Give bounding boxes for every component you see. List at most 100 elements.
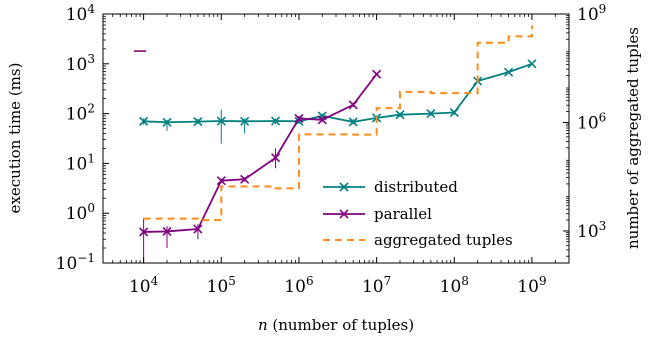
marker-stroke: [503, 67, 514, 77]
x-tick-label-exp: 4: [151, 274, 159, 288]
marker-stroke: [193, 117, 203, 127]
y-left-tick-label: 102: [66, 102, 95, 125]
series-line-parallel: [143, 73, 378, 233]
data-point: [426, 109, 436, 119]
data-point: [139, 116, 149, 126]
plot-frame: [102, 13, 570, 264]
y-left-tick-label-exp: 3: [87, 52, 95, 66]
marker-stroke: [270, 153, 281, 163]
y-left-tick-label-base: 10: [56, 254, 78, 274]
y-right-tick-label: 106: [577, 110, 606, 133]
marker-stroke: [162, 226, 172, 237]
marker-stroke: [270, 116, 281, 126]
y-right-tick-label-exp: 6: [599, 110, 607, 124]
marker-stroke: [426, 109, 436, 119]
y-left-tick-label-exp: 4: [87, 2, 95, 16]
legend-entry-label: distributed: [374, 178, 458, 196]
x-tick-label: 104: [129, 274, 159, 297]
marker-stroke: [449, 107, 459, 118]
x-tick-label-base: 10: [440, 277, 462, 297]
data-point: [240, 174, 250, 184]
x-tick-label-base: 10: [207, 277, 229, 297]
marker-stroke: [216, 176, 226, 186]
data-point: [348, 100, 358, 110]
marker-stroke: [162, 117, 172, 127]
legend: distributed parallel aggregated tuples: [314, 170, 560, 254]
data-point: [270, 116, 281, 126]
legend-box: [314, 170, 560, 254]
data-point: [216, 116, 226, 126]
y-right-tick-label: 103: [577, 219, 606, 242]
data-point: [348, 117, 358, 127]
x-tick-label: 105: [207, 274, 236, 297]
series-line-aggregated-tuples: [143, 25, 533, 222]
x-tick-label-exp: 9: [539, 274, 547, 288]
x-axis-label: n (number of tuples): [258, 316, 414, 334]
legend-marker: [339, 182, 349, 192]
x-tick-label: 109: [517, 274, 546, 297]
x-axis-label-variable: n: [258, 316, 268, 334]
data-point: [193, 224, 203, 234]
legend-entry-label: aggregated tuples: [374, 231, 513, 249]
y-left-tick-label-base: 10: [66, 105, 88, 125]
y-left-tick-label-base: 10: [66, 154, 88, 174]
data-point: [317, 115, 327, 125]
data-point: [216, 176, 226, 186]
marker-stroke: [240, 174, 250, 184]
data-point: [294, 113, 304, 123]
y-left-tick-label-base: 10: [66, 5, 88, 25]
x-tick-label-exp: 6: [306, 274, 314, 288]
data-point: [449, 107, 459, 118]
data-point: [193, 117, 203, 127]
y-right-tick-label: 109: [577, 2, 606, 25]
y-left-tick-label: 101: [66, 151, 95, 174]
marker-stroke: [317, 115, 327, 125]
y-right-tick-label-base: 10: [577, 5, 599, 25]
marker-stroke: [395, 110, 405, 120]
marker-stroke: [139, 116, 149, 126]
x-tick-label-exp: 5: [228, 274, 236, 288]
marker-stroke: [139, 227, 149, 237]
x-tick-label-base: 10: [362, 277, 384, 297]
data-point: [372, 69, 382, 79]
x-tick-label-exp: 7: [384, 274, 392, 288]
y-left-tick-label-base: 10: [66, 55, 88, 75]
y-left-tick-label-exp: 0: [87, 201, 95, 215]
y-left-tick-label: 10−1: [56, 251, 95, 274]
data-point: [270, 153, 281, 163]
x-tick-label-exp: 8: [461, 274, 469, 288]
y-axis-label-left: execution time (ms): [6, 63, 24, 214]
y-left-tick-label: 104: [66, 2, 96, 25]
y-right-tick-label-exp: 9: [599, 2, 607, 16]
marker-stroke: [216, 116, 226, 126]
y-left-tick-label-exp: 2: [87, 102, 95, 116]
y-right-tick-label-exp: 3: [599, 219, 607, 233]
x-tick-label: 108: [440, 274, 469, 297]
y-left-tick-label: 100: [66, 201, 95, 224]
y-right-tick-label-base: 10: [577, 222, 599, 242]
legend-marker: [339, 209, 349, 219]
data-point: [162, 226, 172, 237]
legend-entry-label: parallel: [374, 205, 432, 223]
marker-stroke: [372, 69, 382, 79]
y-right-tick-label-base: 10: [577, 113, 599, 133]
x-tick-label-base: 10: [284, 277, 306, 297]
data-point: [139, 227, 149, 237]
data-point: [527, 59, 537, 69]
x-tick-label-base: 10: [517, 277, 539, 297]
data-point: [240, 116, 250, 126]
marker-stroke: [348, 100, 358, 110]
marker-stroke: [193, 224, 203, 234]
data-point: [162, 117, 172, 127]
x-tick-label-base: 10: [129, 277, 151, 297]
x-tick-label: 107: [362, 274, 391, 297]
marker-stroke: [294, 113, 304, 123]
x-axis-label-text: (number of tuples): [268, 316, 414, 334]
y-left-tick-label: 103: [66, 52, 95, 75]
series-layer: [134, 25, 537, 263]
y-left-tick-label-exp: −1: [77, 251, 95, 265]
marker-stroke: [527, 59, 537, 69]
y-axis-label-right: number of aggregated tuples: [624, 27, 642, 249]
marker-stroke: [348, 117, 358, 127]
